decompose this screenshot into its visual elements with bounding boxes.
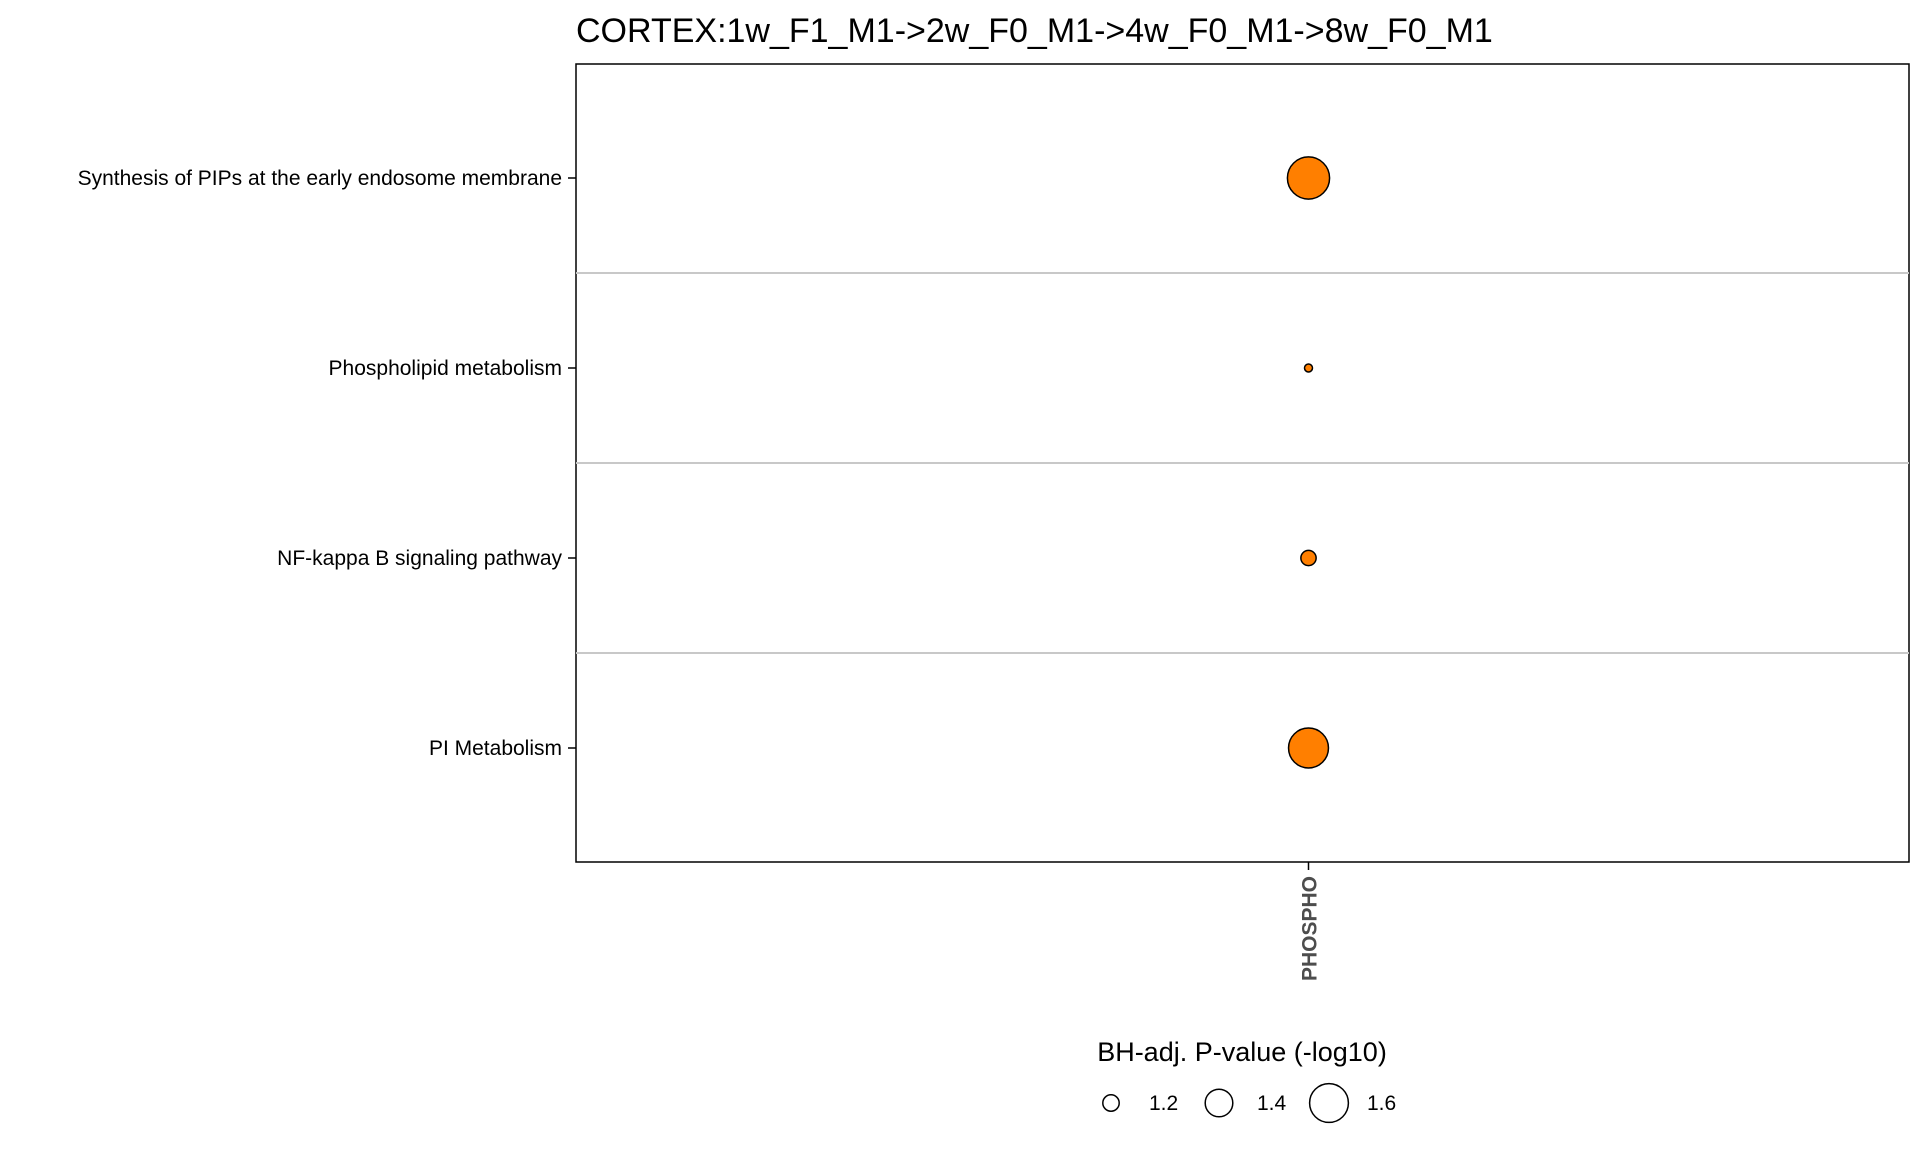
data-point [1287, 727, 1330, 769]
legend-label: 1.4 [1257, 1092, 1287, 1115]
legend-key [1102, 1094, 1120, 1112]
legend-label: 1.2 [1149, 1092, 1178, 1115]
grid-lines [576, 272, 1909, 654]
x-axis: PHOSPHO [1299, 862, 1322, 981]
data-point [1303, 363, 1314, 373]
y-tick-label: Synthesis of PIPs at the early endosome … [78, 167, 562, 190]
y-tick-label: PI Metabolism [429, 737, 562, 760]
data-point [1286, 156, 1331, 200]
y-tick-label: NF-kappa B signaling pathway [277, 547, 562, 570]
legend-items: 1.2 1.4 1.6 [1102, 1082, 1396, 1124]
legend-title: BH-adj. P-value (-log10) [1097, 1037, 1387, 1067]
data-point [1300, 549, 1317, 567]
legend-key [1204, 1088, 1234, 1118]
size-legend: BH-adj. P-value (-log10) 1.2 1.4 1.6 [1097, 1037, 1396, 1124]
legend-label: 1.6 [1367, 1092, 1396, 1115]
y-axis: Synthesis of PIPs at the early endosome … [78, 167, 576, 760]
x-tick-label: PHOSPHO [1299, 876, 1322, 981]
y-tick-label: Phospholipid metabolism [329, 357, 562, 380]
data-points [1286, 156, 1331, 769]
legend-key [1308, 1082, 1350, 1124]
chart-title: CORTEX:1w_F1_M1->2w_F0_M1->4w_F0_M1->8w_… [576, 12, 1493, 50]
